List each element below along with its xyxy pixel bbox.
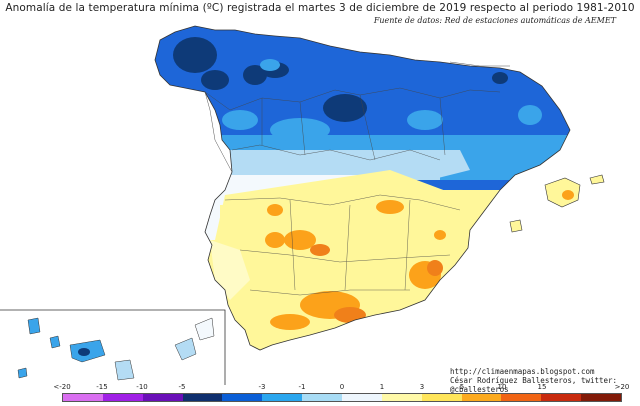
legend-label: -1 xyxy=(298,383,306,391)
credit-url[interactable]: http://climaenmapas.blogspot.com xyxy=(450,367,595,376)
legend-swatch xyxy=(501,394,542,401)
legend-swatch xyxy=(222,394,263,401)
legend-labels: <-20 -15 -10 -5 -3 -1 0 1 3 5 10 15 >20 xyxy=(53,383,629,393)
legend-swatch xyxy=(102,394,143,401)
legend-label: -10 xyxy=(136,383,148,391)
legend-label: -3 xyxy=(258,383,266,391)
map-title: Anomalía de la temperatura mínima (ºC) r… xyxy=(5,2,635,14)
canary-inset xyxy=(0,309,226,385)
legend-swatch xyxy=(182,394,223,401)
balearic-islands xyxy=(509,174,605,233)
legend-swatch xyxy=(461,394,502,401)
legend-swatch xyxy=(302,394,343,401)
legend-label: <-20 xyxy=(53,383,71,391)
legend-label: 1 xyxy=(379,383,385,391)
region-borders xyxy=(204,87,501,296)
legend-swatch xyxy=(342,394,382,401)
legend-label: -5 xyxy=(178,383,186,391)
legend-label: 15 xyxy=(537,383,547,391)
legend-swatch xyxy=(142,394,183,401)
legend-swatch xyxy=(541,394,582,401)
legend-swatch xyxy=(581,394,622,401)
credit-author: César Rodríguez Ballesteros, twitter: @c… xyxy=(450,376,618,394)
credit-block: http://climaenmapas.blogspot.com César R… xyxy=(450,367,640,394)
legend-label: 10 xyxy=(497,383,507,391)
legend-swatch xyxy=(262,394,303,401)
legend-label: -15 xyxy=(96,383,108,391)
legend-label: 5 xyxy=(459,383,465,391)
legend-colorbar xyxy=(62,393,622,402)
legend-label: 0 xyxy=(339,383,345,391)
legend-label: >20 xyxy=(614,383,630,391)
legend-label: 3 xyxy=(419,383,425,391)
legend-swatch xyxy=(63,394,103,401)
legend-swatch xyxy=(381,394,422,401)
neighbour-borders xyxy=(204,61,510,173)
legend-swatch xyxy=(421,394,462,401)
data-source: Fuente de datos: Red de estaciones autom… xyxy=(373,16,616,25)
